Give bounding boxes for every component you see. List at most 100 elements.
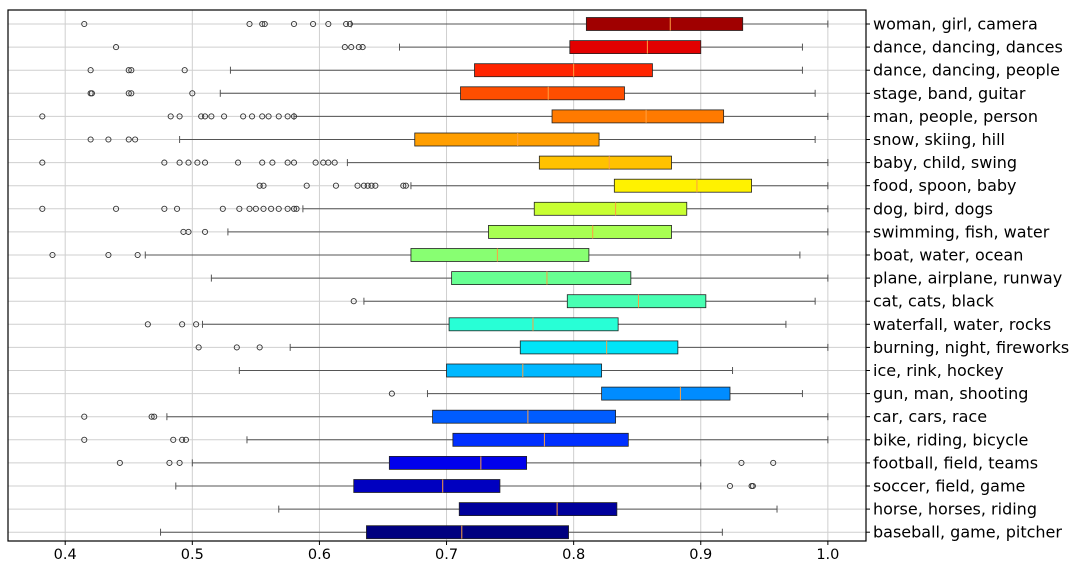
outlier-point [738,459,745,466]
category-label: food, spoon, baby [873,176,1017,195]
outlier-point [325,159,332,166]
x-tick-label: 0.7 [435,547,458,562]
outlier-point [112,205,120,212]
box-iqr [533,201,688,216]
outlier-point [260,182,267,189]
outlier-point [290,20,298,28]
outlier-point [170,436,177,443]
category-label: dance, dancing, dances [873,38,1063,57]
outlier-point [284,113,291,120]
box-iqr [474,63,653,78]
outlier-point [105,136,112,143]
outlier-point [749,482,756,490]
box-iqr [488,224,672,239]
outlier-point [194,159,201,166]
outlier-point [195,344,202,351]
outlier-point [364,182,371,189]
outlier-point [201,159,209,166]
box-19 [116,455,777,470]
outlier-point [39,159,46,166]
outlier-point [105,251,112,259]
outlier-point [726,482,734,490]
outlier-point [284,205,291,212]
category-label: waterfall, water, rocks [873,315,1051,334]
outlier-point [125,90,132,97]
outlier-point [402,182,409,189]
outlier-point [144,321,151,328]
outlier-point [284,159,291,166]
box-5 [87,132,816,147]
box-2 [87,63,803,78]
outlier-point [346,20,353,28]
outlier-point [81,436,88,443]
box-0 [81,17,829,31]
box-21 [278,502,778,517]
category-label: horse, horses, riding [873,500,1037,519]
box-14 [195,340,829,355]
outlier-point [312,159,319,166]
category-label: swimming, fish, water [873,222,1050,241]
outlier-point [125,136,132,143]
outlier-point [201,228,209,235]
outlier-point [161,205,168,212]
box-iqr [613,178,753,193]
outlier-point [81,413,88,420]
outlier-point [770,459,777,466]
outlier-point [233,344,240,351]
outlier-point [259,113,266,120]
outlier-point [331,159,338,166]
outlier-point [167,113,174,120]
outlier-point [161,159,168,166]
outlier-point [400,182,407,189]
x-tick-label: 0.5 [181,547,204,562]
outlier-point [132,136,139,143]
outlier-point [148,413,155,420]
category-label: stage, band, guitar [873,84,1026,103]
outlier-point [128,67,135,74]
outlier-point [290,205,298,212]
box-4 [39,109,829,124]
category-label: bike, riding, bicycle [873,430,1028,449]
outlier-point [39,205,46,212]
outlier-point [290,113,298,120]
outlier-point [189,90,196,97]
outlier-point [176,459,183,466]
x-tick-label: 0.8 [562,547,585,562]
outlier-point [256,344,263,351]
box-11 [210,271,829,286]
outlier-point [275,205,282,212]
outlier-point [246,20,253,28]
outlier-point [201,113,209,120]
outlier-point [179,321,186,328]
outlier-point [134,251,141,259]
plot-frame [7,9,867,542]
category-label: dog, bird, dogs [873,199,993,218]
box-iqr [432,409,616,424]
category-label: baseball, game, pitcher [873,523,1062,542]
box-7 [256,178,829,193]
box-iqr [566,294,707,309]
outlier-point [388,390,395,397]
outlier-point [359,44,366,51]
box-13 [144,317,787,332]
box-iqr [458,502,618,517]
outlier-point [208,113,215,120]
box-iqr [460,86,625,101]
box-9 [180,224,829,239]
box-12 [350,294,816,309]
outlier-point [341,44,348,51]
outlier-point [269,159,276,166]
x-axis-ticks: 0.4 0.5 0.6 0.7 0.8 0.9 1.0 [54,541,839,562]
outlier-point [303,182,310,189]
category-label: gun, man, shooting [873,384,1028,403]
category-label: ice, rink, hockey [873,361,1004,380]
outlier-point [325,20,332,28]
outlier-point [310,20,317,28]
category-label: football, field, teams [873,453,1038,472]
box-1 [112,40,803,54]
outlier-point [176,113,183,120]
outlier-point [181,67,188,74]
outlier-point [185,228,192,235]
outlier-point [174,205,181,212]
